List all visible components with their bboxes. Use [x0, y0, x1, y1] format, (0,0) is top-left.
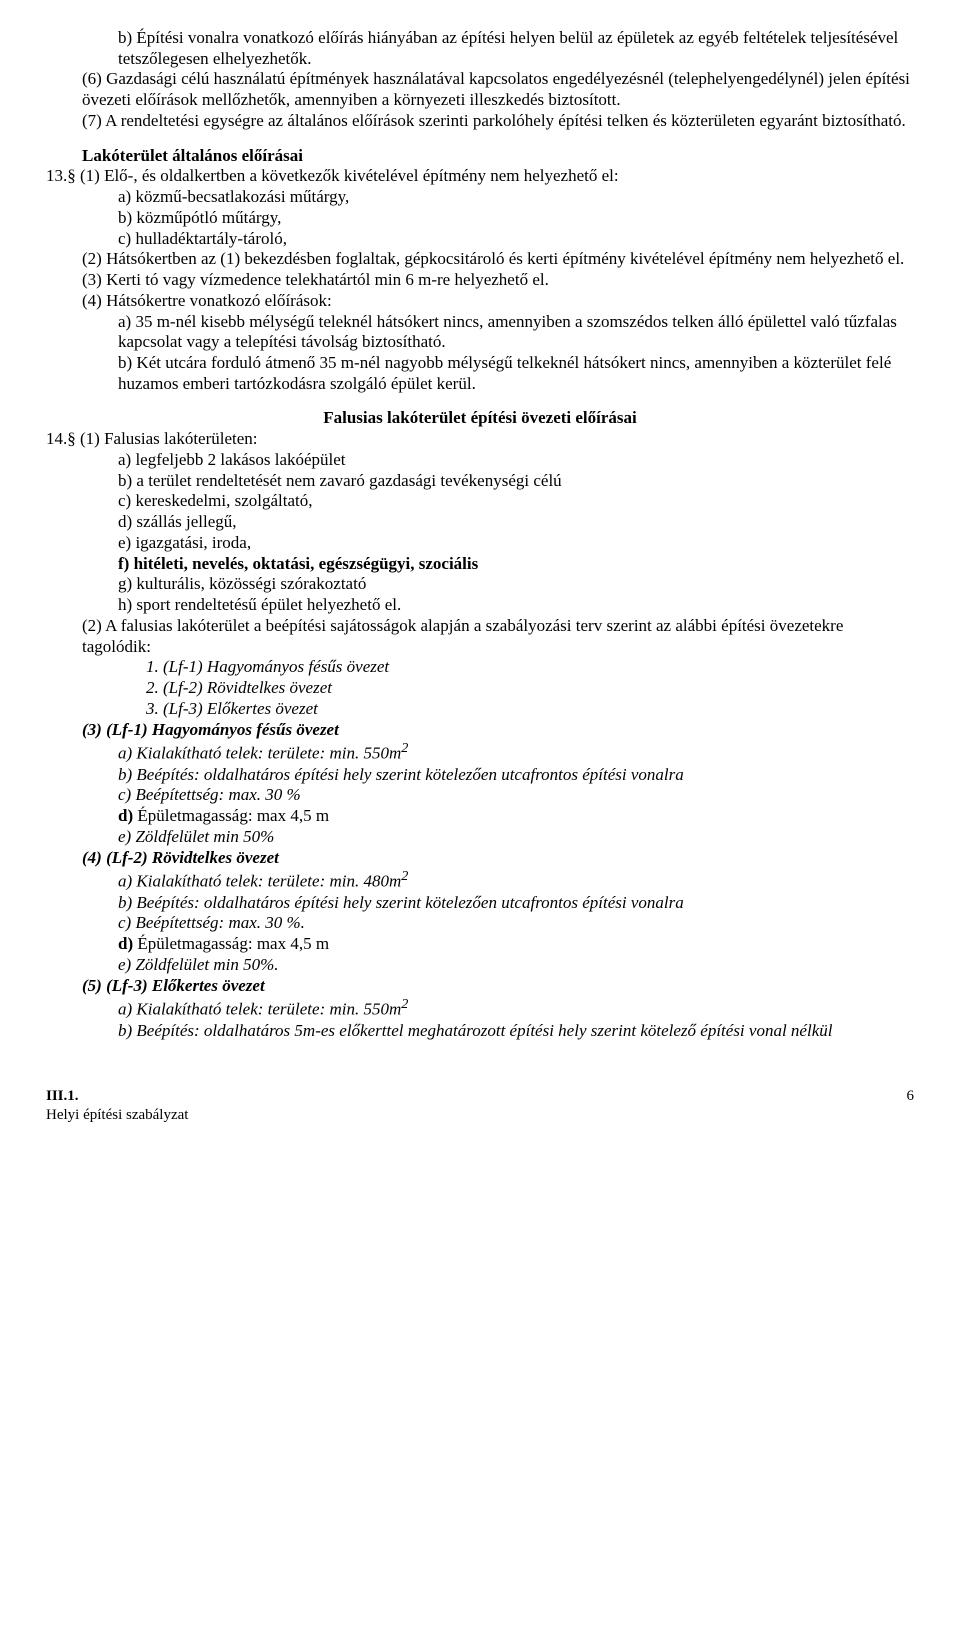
para-14-1-f: f) hitéleti, nevelés, oktatási, egészség… [118, 554, 914, 575]
heading-lakoterulet: Lakóterület általános előírásai [82, 146, 914, 167]
para-14-1-g: g) kulturális, közösségi szórakoztató [118, 574, 914, 595]
para-14-1-c: c) kereskedelmi, szolgáltató, [118, 491, 914, 512]
footer-code: III.1. [46, 1088, 79, 1104]
footer-title: Helyi építési szabályzat [46, 1107, 188, 1123]
heading-falusias: Falusias lakóterület építési övezeti elő… [46, 408, 914, 429]
para-14-1-h: h) sport rendeltetésű épület helyezhető … [118, 595, 914, 616]
para-13-1-c: c) hulladéktartály-tároló, [118, 229, 914, 250]
para-14-2-1: 1. (Lf-1) Hagyományos fésűs övezet [146, 657, 914, 678]
para-14-3-d-label: d) [118, 806, 133, 825]
para-13-2: (2) Hátsókertben az (1) bekezdésben fogl… [82, 249, 914, 270]
para-14-3: (3) (Lf-1) Hagyományos fésűs övezet [82, 720, 914, 741]
para-13-3: (3) Kerti tó vagy vízmedence telekhatárt… [82, 270, 914, 291]
para-14-4-a-sup: 2 [401, 868, 408, 884]
para-14-5-a-sup: 2 [401, 996, 408, 1012]
para-14-1-a: a) legfeljebb 2 lakásos lakóépület [118, 450, 914, 471]
para-14-2: (2) A falusias lakóterület a beépítési s… [82, 616, 914, 657]
para-14-3-a: a) Kialakítható telek: területe: min. 55… [118, 740, 914, 764]
para-14-3-d: d) Épületmagasság: max 4,5 m [118, 806, 914, 827]
para-14-3-d-text: Épületmagasság: max 4,5 m [137, 806, 329, 825]
para-14-4-a: a) Kialakítható telek: területe: min. 48… [118, 868, 914, 892]
para-14-3-a-text: a) Kialakítható telek: területe: min. 55… [118, 744, 401, 763]
para-13-1: 13.§ (1) Elő-, és oldalkertben a követke… [46, 166, 914, 187]
footer-left: III.1. Helyi építési szabályzat [46, 1087, 188, 1124]
para-13-1-a: a) közmű-becsatlakozási műtárgy, [118, 187, 914, 208]
para-14-1-b: b) a terület rendeltetését nem zavaró ga… [118, 471, 914, 492]
para-14-3-b: b) Beépítés: oldalhatáros építési hely s… [118, 765, 914, 786]
para-14-5-a: a) Kialakítható telek: területe: min. 55… [118, 996, 914, 1020]
para-14-4-c: c) Beépítettség: max. 30 %. [118, 913, 914, 934]
para-13-4-b: b) Két utcára forduló átmenő 35 m-nél na… [118, 353, 914, 394]
para-14-5: (5) (Lf-3) Előkertes övezet [82, 976, 914, 997]
para-14-4-d-text: Épületmagasság: max 4,5 m [137, 934, 329, 953]
para-13-4: (4) Hátsókertre vonatkozó előírások: [82, 291, 914, 312]
para-14-4-e: e) Zöldfelület min 50%. [118, 955, 914, 976]
para-14-2-2: 2. (Lf-2) Rövidtelkes övezet [146, 678, 914, 699]
para-14-2-3: 3. (Lf-3) Előkertes övezet [146, 699, 914, 720]
para-13-4-a: a) 35 m-nél kisebb mélységű teleknél hát… [118, 312, 914, 353]
para-14-5-a-text: a) Kialakítható telek: területe: min. 55… [118, 1000, 401, 1019]
para-14-2-text: (2) A falusias lakóterület a beépítési s… [82, 616, 843, 656]
page-footer: III.1. Helyi építési szabályzat 6 [46, 1087, 914, 1124]
para-14-1-d: d) szállás jellegű, [118, 512, 914, 533]
para-12-7: (7) A rendeltetési egységre az általános… [82, 111, 914, 132]
para-14-3-c: c) Beépítettség: max. 30 % [118, 785, 914, 806]
para-14-3-e: e) Zöldfelület min 50% [118, 827, 914, 848]
para-14-5-b: b) Beépítés: oldalhatáros 5m-es előkertt… [118, 1021, 914, 1042]
para-14-4-d-label: d) [118, 934, 133, 953]
para-14-4-d: d) Épületmagasság: max 4,5 m [118, 934, 914, 955]
para-14-1: 14.§ (1) Falusias lakóterületen: [46, 429, 914, 450]
para-14-3-a-sup: 2 [401, 740, 408, 756]
para-14-1-e: e) igazgatási, iroda, [118, 533, 914, 554]
para-14-4: (4) (Lf-2) Rövidtelkes övezet [82, 848, 914, 869]
footer-pagenum: 6 [907, 1087, 915, 1124]
para-14-4-a-text: a) Kialakítható telek: területe: min. 48… [118, 872, 401, 891]
para-12-b: b) Építési vonalra vonatkozó előírás hiá… [118, 28, 914, 69]
para-12-6: (6) Gazdasági célú használatú építmények… [82, 69, 914, 110]
para-14-4-b: b) Beépítés: oldalhatáros építési hely s… [118, 893, 914, 914]
para-13-1-b: b) közműpótló műtárgy, [118, 208, 914, 229]
